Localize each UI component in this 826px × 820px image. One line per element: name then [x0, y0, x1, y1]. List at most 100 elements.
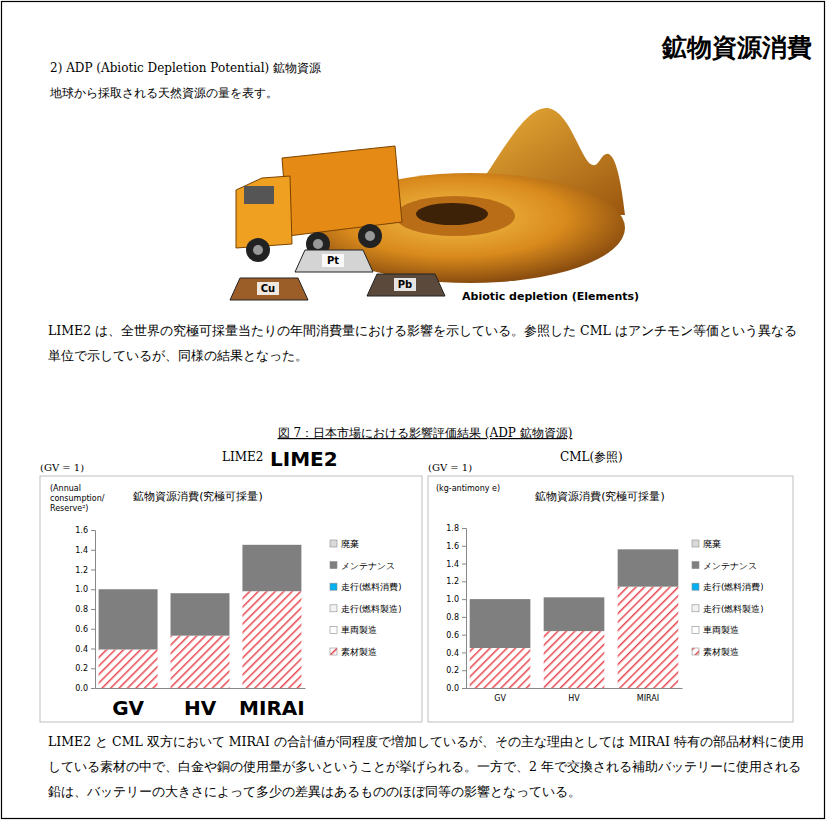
heading: 鉱物資源消費: [661, 33, 812, 62]
tick-label: 0.0: [446, 684, 459, 693]
ingot: [230, 278, 308, 300]
tick-mark: [462, 564, 466, 565]
tick-label: 0.8: [446, 613, 459, 622]
bar-segment: [618, 587, 679, 688]
crater-hole: [416, 203, 488, 225]
paragraph: LIME2 と CML 双方において MIRAI の合計値が同程度で増加している…: [48, 729, 808, 804]
legend-swatch: [330, 626, 337, 633]
chart-subtitle: LIME2: [222, 450, 263, 464]
tick-label: 0.8: [75, 605, 88, 614]
truck-window: [244, 186, 274, 204]
tick-label: GV: [112, 696, 144, 720]
tick-label: 1.0: [446, 595, 459, 604]
ingot-label-bg: [322, 254, 344, 267]
axis-line: [462, 529, 467, 689]
tick-label: 1.2: [75, 566, 88, 575]
tick-mark: [462, 635, 466, 636]
tick-label: 1.2: [446, 577, 459, 586]
tick: 1.4: [75, 546, 95, 555]
tick-mark: [462, 599, 466, 600]
tick-mark: [91, 589, 95, 590]
intro: 地球から採取される天然資源の量を表す。: [49, 86, 278, 100]
legend: 廃棄メンテナンス走行(燃料消費)走行(燃料製造)車両製造素材製造: [330, 539, 402, 657]
tick-mark: [91, 688, 95, 689]
bar-segment: [544, 597, 605, 631]
bar-segment: [171, 593, 230, 635]
page: 鉱物資源消費 2) ADP (Abiotic Depletion Potentia…: [0, 0, 826, 820]
tick-label: 1.4: [446, 560, 459, 569]
legend-label: 走行(燃料製造): [341, 604, 402, 614]
legend-label: 走行(燃料消費): [703, 582, 764, 592]
tick: 1.4: [446, 560, 466, 569]
crater-ring: [395, 196, 515, 236]
legend-label: 廃棄: [341, 539, 359, 549]
x-axis: GVHVMIRAI: [467, 688, 683, 703]
tick-label: 0.6: [446, 631, 459, 640]
tick-mark: [462, 670, 466, 671]
tick: GV: [112, 688, 144, 720]
tick-label: 0.2: [75, 664, 88, 673]
legend-swatch: [692, 583, 699, 590]
tick: 0.2: [75, 664, 95, 673]
bar-segment: [99, 589, 158, 649]
legend-swatch: [330, 562, 337, 569]
tick: 0.4: [75, 645, 95, 654]
legend-swatch: [692, 626, 699, 633]
y-axis: 0.00.20.40.60.81.01.21.41.61.8: [446, 524, 466, 693]
bar-segment: [99, 649, 158, 688]
paragraph: LIME2 は、全世界の究極可採量当たりの年間消費量における影響を示している。参…: [48, 318, 808, 368]
tick-label: 0.2: [446, 666, 459, 675]
tick: 1.8: [446, 524, 466, 533]
tick-label: MIRAI: [637, 694, 659, 703]
tick-mark: [91, 668, 95, 669]
bar-segment: [470, 599, 531, 648]
legend: 廃棄メンテナンス走行(燃料消費)走行(燃料製造)車両製造素材製造: [692, 539, 764, 657]
bars: [470, 549, 679, 688]
bar-segment: [242, 544, 301, 545]
axis-line: [467, 688, 683, 689]
tick-label: 1.6: [75, 526, 88, 535]
tick-label: 1.4: [75, 546, 88, 555]
tick: 0.8: [75, 605, 95, 614]
bar-segment: [544, 631, 605, 688]
ingot: [367, 274, 445, 296]
ingot-label-bg: [257, 282, 279, 295]
legend-label: メンテナンス: [703, 561, 757, 571]
ingot-label-bg: [394, 278, 416, 291]
bar-segment: [618, 549, 679, 586]
tick-mark: [91, 649, 95, 650]
section-title: 2) ADP (Abiotic Depletion Potential) 鉱物資…: [50, 61, 321, 75]
bars: [99, 545, 302, 688]
tick-mark: [91, 530, 95, 531]
illustration-caption: Abiotic depletion (Elements): [462, 290, 639, 303]
bar-segment: [470, 648, 531, 688]
tick-label: 1.6: [446, 542, 459, 551]
truck-cab: [236, 176, 292, 248]
ingot-label: Cu: [261, 283, 275, 294]
tick: 1.0: [75, 585, 95, 594]
bar-segment: [171, 636, 230, 688]
annotation: (GV = 1): [40, 462, 84, 473]
legend-swatch: [692, 648, 699, 655]
bar-segment: [544, 597, 605, 598]
bar-segment: [618, 549, 679, 550]
ingot-label: Pb: [398, 279, 413, 290]
legend-label: 車両製造: [341, 625, 377, 635]
tick-mark: [91, 570, 95, 571]
tick-mark: [462, 528, 466, 529]
legend-label: 走行(燃料製造): [703, 604, 764, 614]
bar-segment: [242, 545, 301, 591]
axis-line: [91, 531, 96, 689]
ingot: [295, 250, 373, 272]
tick-label: HV: [184, 696, 217, 720]
tick: 0.6: [75, 625, 95, 634]
tick-mark: [91, 550, 95, 551]
tick: 0.0: [446, 684, 466, 693]
truck-hub: [253, 245, 263, 255]
tick-mark: [462, 546, 466, 547]
x-axis: GVHVMIRAI: [96, 688, 306, 720]
tick: 0.2: [446, 666, 466, 675]
tick-label: 1.0: [75, 585, 88, 594]
tick: 0.0: [75, 684, 95, 693]
annotation: LIME2: [270, 447, 338, 471]
